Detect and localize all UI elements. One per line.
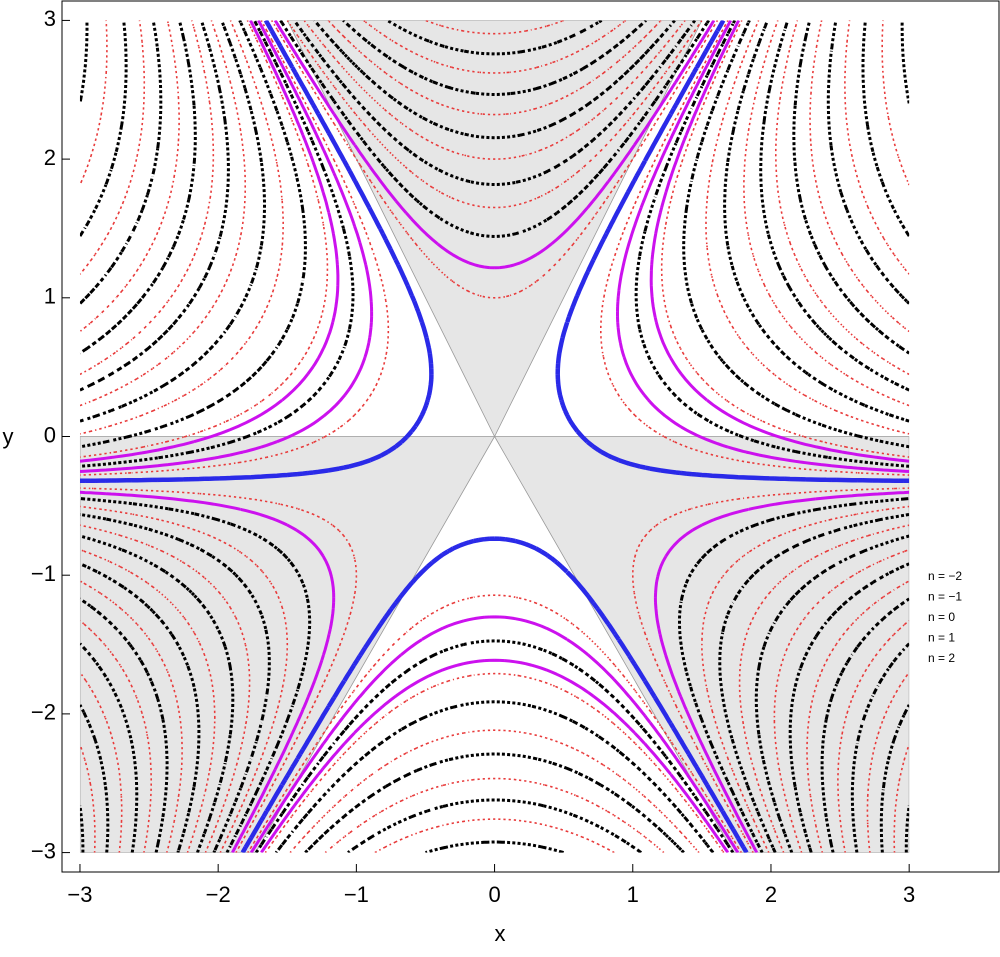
level-curve bbox=[79, 20, 910, 853]
level-curve bbox=[79, 20, 910, 853]
level-curve bbox=[79, 744, 910, 853]
legend-entry: n = 2 bbox=[928, 651, 955, 665]
level-curve bbox=[79, 20, 910, 853]
x-tick-label: −3 bbox=[67, 882, 92, 907]
legend-entry: n = −1 bbox=[928, 590, 962, 604]
level-curve bbox=[79, 671, 910, 853]
legend-entry: n = 0 bbox=[928, 610, 955, 624]
x-tick-label: 1 bbox=[627, 882, 639, 907]
level-curve bbox=[79, 20, 910, 853]
level-curve bbox=[79, 20, 910, 333]
level-curve bbox=[79, 20, 910, 853]
shaded-region bbox=[286, 20, 703, 438]
x-tick-label: −1 bbox=[344, 882, 369, 907]
y-tick-label: 3 bbox=[44, 6, 56, 31]
level-curve bbox=[79, 20, 910, 237]
legend-entry: n = 1 bbox=[928, 631, 955, 645]
y-tick-label: −2 bbox=[31, 700, 56, 725]
level-curve bbox=[79, 20, 910, 853]
level-curve bbox=[79, 20, 910, 853]
y-tick-label: 1 bbox=[44, 284, 56, 309]
level-curve bbox=[79, 20, 910, 853]
x-tick-label: −2 bbox=[206, 882, 231, 907]
y-tick-label: 2 bbox=[44, 145, 56, 170]
level-curve bbox=[79, 20, 910, 853]
level-curve bbox=[79, 20, 910, 853]
level-curve bbox=[79, 20, 910, 853]
level-curve bbox=[79, 20, 910, 853]
level-curve bbox=[79, 20, 910, 275]
level-curve bbox=[79, 20, 910, 305]
y-axis-label: y bbox=[3, 424, 14, 449]
y-tick-label: −1 bbox=[31, 561, 56, 586]
level-curve bbox=[79, 20, 910, 853]
x-tick-label: 3 bbox=[903, 882, 915, 907]
y-tick-label: 0 bbox=[44, 422, 56, 447]
level-curve bbox=[79, 20, 910, 853]
level-curve bbox=[79, 642, 910, 853]
level-curve bbox=[79, 20, 910, 853]
level-curve bbox=[79, 805, 910, 853]
x-axis-label: x bbox=[495, 921, 506, 946]
level-curve bbox=[79, 20, 910, 186]
x-tick-label: 2 bbox=[765, 882, 777, 907]
level-curve bbox=[80, 20, 910, 853]
level-curve bbox=[79, 20, 910, 853]
level-curve bbox=[79, 20, 910, 853]
x-tick-label: 0 bbox=[488, 882, 500, 907]
level-curve bbox=[79, 20, 910, 853]
level-curve bbox=[80, 20, 910, 853]
level-curve bbox=[79, 20, 910, 853]
level-curve bbox=[79, 704, 910, 853]
level-curve bbox=[79, 20, 910, 104]
legend-entry: n = −2 bbox=[928, 569, 962, 583]
level-curve bbox=[79, 20, 910, 853]
plot-area bbox=[79, 20, 910, 853]
level-curve bbox=[79, 20, 910, 853]
y-tick-label: −3 bbox=[31, 838, 56, 863]
level-curve bbox=[79, 20, 910, 853]
